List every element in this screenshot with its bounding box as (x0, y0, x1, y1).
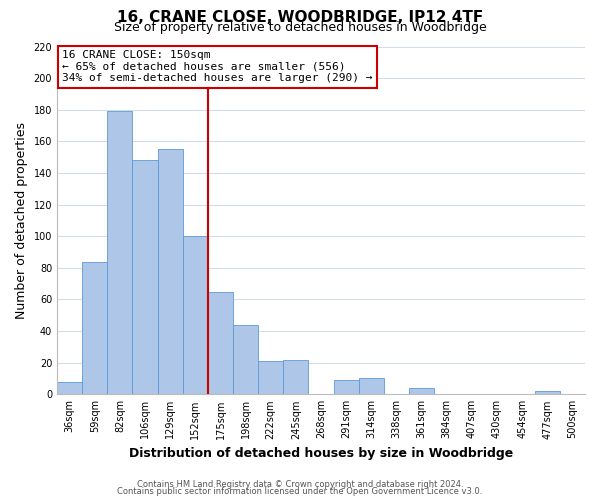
Bar (334, 380, 359, 394)
Text: 16 CRANE CLOSE: 150sqm
← 65% of detached houses are smaller (556)
34% of semi-de: 16 CRANE CLOSE: 150sqm ← 65% of detached… (62, 50, 373, 83)
Bar (158, 150, 183, 394)
Bar (133, 160, 158, 394)
Text: Size of property relative to detached houses in Woodbridge: Size of property relative to detached ho… (113, 21, 487, 34)
Text: Contains HM Land Registry data © Crown copyright and database right 2024.: Contains HM Land Registry data © Crown c… (137, 480, 463, 489)
Bar (258, 361, 283, 394)
Bar (57, 382, 82, 394)
Bar (409, 388, 434, 394)
Bar (283, 360, 308, 394)
Bar (233, 324, 258, 394)
Bar (107, 112, 133, 395)
Bar (183, 236, 208, 394)
Bar (208, 292, 233, 395)
Bar (535, 391, 560, 394)
Bar (359, 378, 384, 394)
Text: 16, CRANE CLOSE, WOODBRIDGE, IP12 4TF: 16, CRANE CLOSE, WOODBRIDGE, IP12 4TF (117, 10, 483, 25)
Y-axis label: Number of detached properties: Number of detached properties (15, 122, 28, 319)
Text: Contains public sector information licensed under the Open Government Licence v3: Contains public sector information licen… (118, 487, 482, 496)
Bar (82, 262, 107, 394)
X-axis label: Distribution of detached houses by size in Woodbridge: Distribution of detached houses by size … (129, 447, 513, 460)
